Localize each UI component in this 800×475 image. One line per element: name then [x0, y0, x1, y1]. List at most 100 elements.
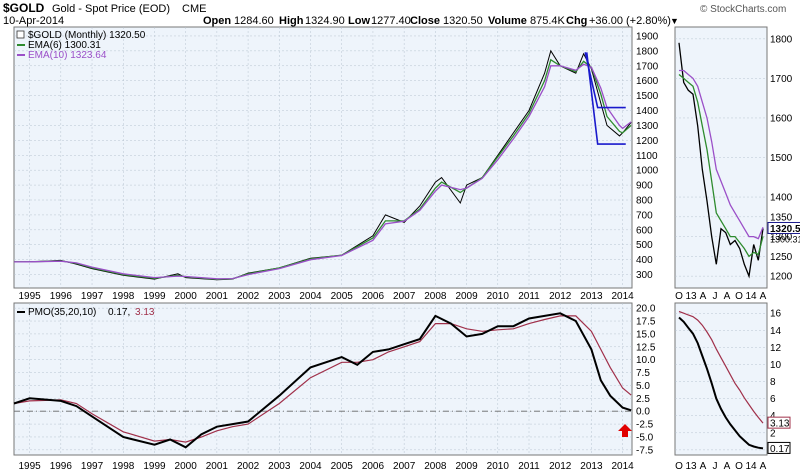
zoom-pmo-y-tick: 6	[770, 394, 776, 405]
price-y-tick: 1600	[636, 76, 659, 87]
zoom-y-tick: 1250	[770, 252, 793, 263]
pmo-x-tick: 2006	[362, 461, 385, 472]
price-x-tick: 1997	[81, 291, 104, 302]
pmo-y-tick: 0.0	[636, 407, 650, 418]
price-y-tick: 600	[636, 225, 653, 236]
close-label: Close	[410, 15, 440, 27]
high-label: High	[279, 15, 304, 27]
checkbox-icon[interactable]	[16, 30, 25, 39]
volume-label: Volume	[488, 15, 527, 27]
zoom-x-tick: J	[713, 291, 718, 302]
pmo-tag-text: 0.17	[770, 444, 790, 455]
price-y-tick: 400	[636, 255, 653, 266]
zoom-y-tick: 1350	[770, 212, 793, 223]
zoom-x-tick: O	[735, 291, 743, 302]
price-y-tick: 500	[636, 240, 653, 251]
price-y-tick: 300	[636, 270, 653, 281]
price-legend: $GOLD (Monthly) 1320.50 EMA(6) 1300.31 E…	[16, 30, 146, 61]
pmo-y-tick: 12.5	[636, 342, 656, 353]
legend-ema10: EMA(10) 1323.64	[28, 50, 107, 61]
pmo-x-tick: 2009	[455, 461, 478, 472]
pmo-x-tick: 2008	[424, 461, 447, 472]
zoom-pmo-x-tick: O	[675, 461, 683, 472]
price-x-tick: 1999	[143, 291, 166, 302]
chg-label: Chg	[566, 15, 587, 27]
pmo-y-tick: -7.5	[636, 445, 654, 456]
price-y-tick: 1000	[636, 166, 659, 177]
pmo-x-tick: 1999	[143, 461, 166, 472]
pmo-y-tick: -2.5	[636, 420, 654, 431]
zoom-x-tick: O	[675, 291, 683, 302]
pmo-x-tick: 1996	[50, 461, 73, 472]
price-x-tick: 2002	[237, 291, 260, 302]
pmo-y-tick: 2.5	[636, 394, 650, 405]
price-y-tick: 1800	[636, 46, 659, 57]
pmo-x-tick: 2013	[580, 461, 603, 472]
zoom-x-tick: 13	[685, 291, 697, 302]
zoom-pmo-y-tick: 2	[770, 428, 776, 439]
zoom-pmo-y-tick: 14	[770, 326, 782, 337]
close-price-tag-text: 1320.50	[770, 224, 800, 235]
zoom-pmo-x-tick: A	[700, 461, 707, 472]
zoom-pmo-x-tick: A	[760, 461, 767, 472]
legend-pmo-value: 0.17,	[108, 307, 130, 318]
price-x-tick: 2009	[455, 291, 478, 302]
pmo-x-tick: 2002	[237, 461, 260, 472]
pmo-y-tick: 15.0	[636, 329, 656, 340]
zoom-pmo-panel	[674, 302, 768, 456]
zoom-series-2	[679, 69, 764, 240]
zoom-series-0	[678, 42, 764, 279]
zoom-y-tick: 1500	[770, 153, 793, 164]
pmo-y-tick: 20.0	[636, 304, 656, 315]
zoom-pmo-x-tick: A	[724, 461, 731, 472]
price-x-tick: 2011	[518, 291, 540, 302]
chart-symbol: $GOLD	[3, 1, 45, 15]
zoom-y-tick: 1300	[770, 232, 793, 243]
pmo-x-tick: 2011	[518, 461, 540, 472]
pmo-x-tick: 1995	[18, 461, 41, 472]
price-x-tick: 2010	[487, 291, 510, 302]
zoom-pmo-x-tick: 14	[745, 461, 757, 472]
price-y-tick: 1900	[636, 31, 659, 42]
price-x-tick: 1996	[50, 291, 73, 302]
chg-value: +36.00 (+2.80%)	[589, 15, 671, 27]
zoom-y-tick: 1200	[770, 272, 793, 283]
zoom-pmo-x-tick: 13	[685, 461, 697, 472]
close-value: 1320.50	[443, 15, 483, 27]
open-label: Open	[203, 15, 231, 27]
pmo-x-tick: 2007	[393, 461, 416, 472]
zoom-pmo-x-tick: J	[713, 461, 718, 472]
zoom-y-tick: 1600	[770, 113, 793, 124]
chart-watermark: © StockCharts.com	[700, 4, 786, 15]
signal-tag	[767, 416, 791, 429]
pmo-y-tick: -5.0	[636, 432, 654, 443]
price-x-tick: 2001	[206, 291, 229, 302]
price-series-2	[13, 63, 632, 280]
header-arrow-icon: ▼	[670, 16, 679, 26]
price-y-tick: 1700	[636, 61, 659, 72]
zoom-x-tick: A	[700, 291, 707, 302]
price-y-tick: 700	[636, 210, 653, 221]
pmo-x-tick: 2010	[487, 461, 510, 472]
price-x-tick: 2005	[331, 291, 354, 302]
zoom-y-tick: 1400	[770, 193, 793, 204]
price-y-tick: 1200	[636, 136, 659, 147]
volume-value: 875.4K	[530, 15, 566, 27]
ema-price-tag-text: 1300.31	[770, 234, 800, 244]
price-x-tick: 2004	[299, 291, 322, 302]
red-up-arrow-icon	[618, 424, 632, 437]
price-x-tick: 2014	[612, 291, 635, 302]
price-x-tick: 1995	[18, 291, 41, 302]
pmo-legend: PMO(35,20,10) 0.17, 3.13	[17, 307, 155, 318]
zoom-y-tick: 1800	[770, 34, 793, 45]
zoom-pmo-x-tick: O	[735, 461, 743, 472]
low-value: 1277.40	[371, 15, 411, 27]
price-x-tick: 2000	[175, 291, 198, 302]
price-y-tick: 1500	[636, 91, 659, 102]
price-x-tick: 2006	[362, 291, 385, 302]
open-value: 1284.60	[234, 15, 274, 27]
pmo-x-tick: 2000	[175, 461, 198, 472]
pmo-x-tick: 2012	[549, 461, 572, 472]
zoom-pmo-y-tick: 8	[770, 377, 776, 388]
